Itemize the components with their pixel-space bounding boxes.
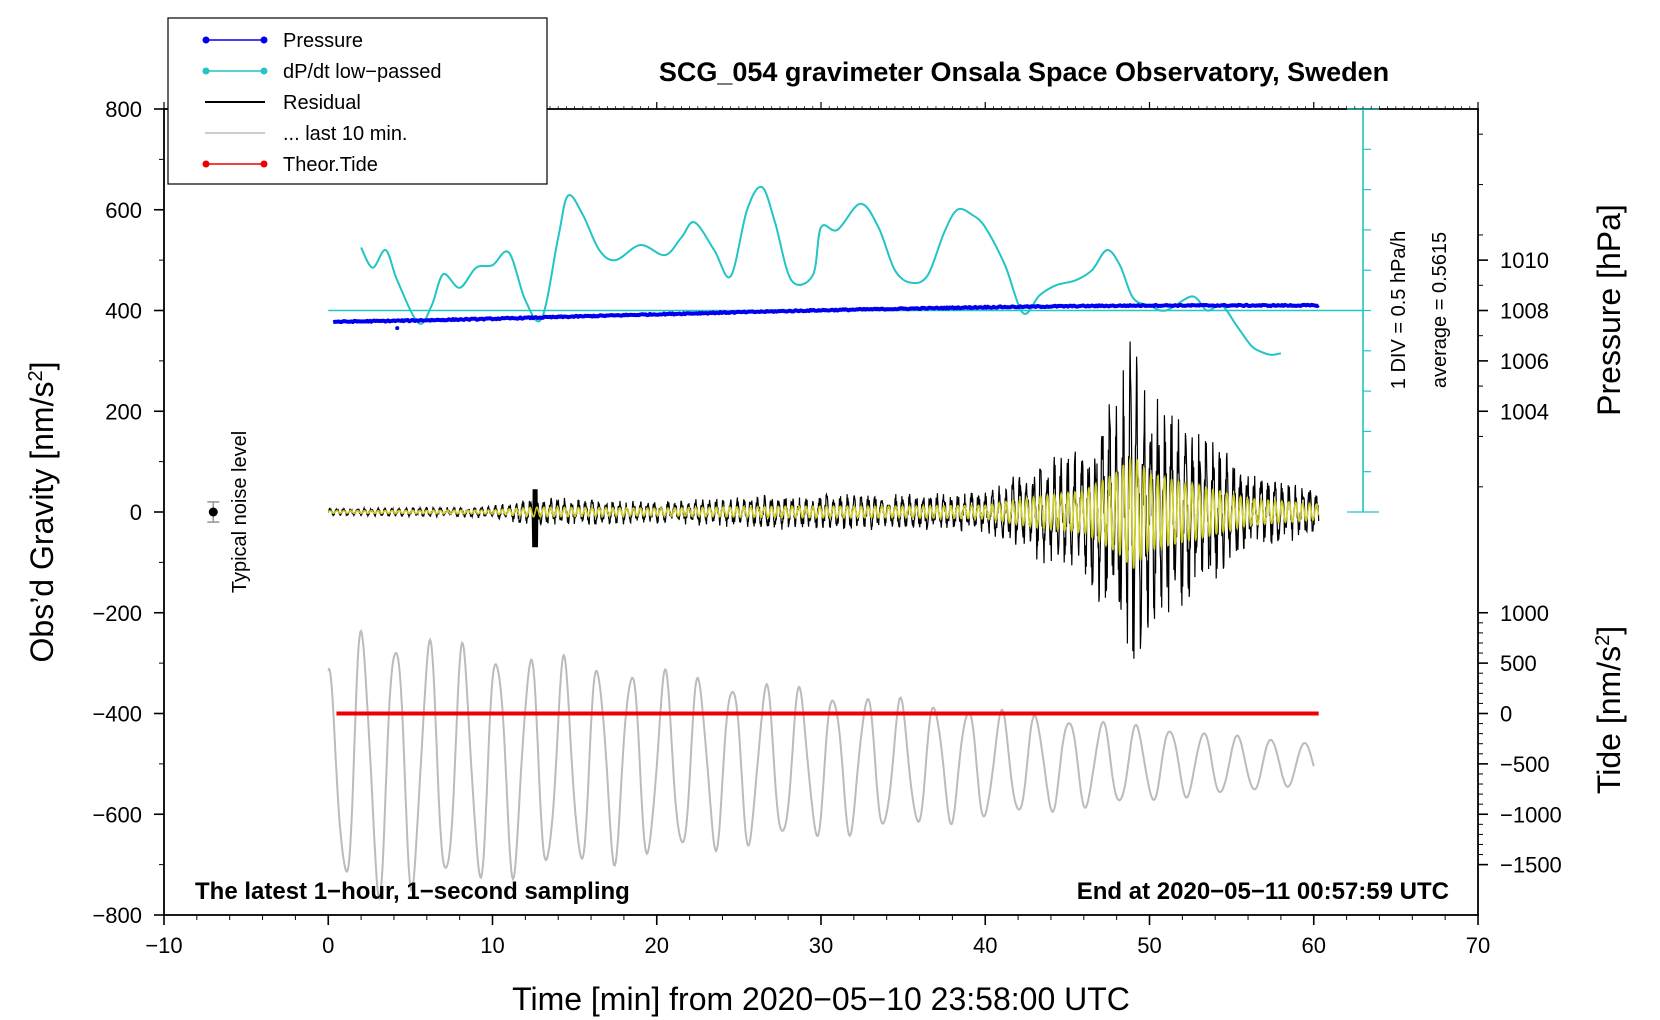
pressure-tick-label: 1004 [1500,399,1549,424]
y-tick-label: −400 [92,702,142,727]
legend: Pressure dP/dt low−passed Residual ... last… [167,17,548,185]
last-10-min-line [327,628,1315,901]
pressure-tick-label: 1006 [1500,349,1549,374]
legend-marker [260,67,268,75]
noise-level-marker [207,501,220,523]
legend-marker [260,160,268,168]
dpdt-scale-bar [1347,108,1380,513]
pressure-tick-label: 1010 [1500,248,1549,273]
x-tick-label: 70 [1466,933,1490,958]
legend-label: Pressure [283,30,363,52]
x-tick-label: 50 [1137,933,1161,958]
y-axis-title-left: Obs’d Gravity [nm/s2] [24,362,60,663]
y-tick-label: −800 [92,903,142,928]
x-axis-title: Time [min] from 2020−05−10 23:58:00 UTC [512,981,1130,1017]
end-time-note: End at 2020−05−11 00:57:59 UTC [1077,878,1449,905]
y-tick-label: −600 [92,802,142,827]
filtered-residual-line [327,457,1320,569]
pressure-line [332,302,1320,325]
dpdt-line [360,185,1282,356]
dpdt-average-label: average = 0.5615 [1429,232,1451,388]
dpdt-scale-label: 1 DIV = 0.5 hPa/h [1388,231,1410,389]
legend-label: Residual [283,92,361,114]
y-tick-label: 800 [105,97,142,122]
filtered-residual-series [327,457,1320,569]
y-tick-label: 400 [105,299,142,324]
x-tick-label: 30 [809,933,833,958]
sampling-note: The latest 1−hour, 1−second sampling [195,878,630,905]
pressure-series [332,302,1320,331]
y-tick-label: 0 [130,500,142,525]
tide-tick-label: 500 [1500,651,1537,676]
tide-tick-label: −500 [1500,752,1550,777]
x-tick-label: 0 [322,933,334,958]
x-axis-ticks: −10 0 10 20 30 40 50 60 70 [145,102,1490,958]
tide-tick-label: 1000 [1500,601,1549,626]
legend-label: dP/dt low−passed [283,61,441,83]
chart-title: SCG_054 gravimeter Onsala Space Observat… [659,57,1389,87]
noise-point [208,507,218,517]
pressure-axis-ticks: 1004 1006 1008 1010 [1478,133,1549,488]
tide-tick-label: −1500 [1500,853,1562,878]
x-tick-label: −10 [145,933,182,958]
x-tick-label: 20 [645,933,669,958]
tide-axis-ticks: −1500 −1000 −500 0 500 1000 [1478,601,1562,878]
tide-tick-label: 0 [1500,702,1512,727]
y-tick-label: 200 [105,399,142,424]
tide-tick-label: −1000 [1500,802,1562,827]
legend-marker [260,36,268,44]
y-axis-ticks: −800 −600 −400 −200 0 200 400 600 800 [92,97,164,928]
legend-marker [202,160,210,168]
y-axis-title-pressure: Pressure [hPa] [1591,204,1627,416]
x-tick-label: 40 [973,933,997,958]
y-axis-title-tide: Tide [nm/s2] [1591,626,1627,794]
legend-label: Theor.Tide [283,154,378,176]
y-tick-label: −200 [92,601,142,626]
legend-marker [202,67,210,75]
x-tick-label: 60 [1302,933,1326,958]
legend-label: ... last 10 min. [283,123,408,145]
last-10-min-series [327,628,1315,901]
dpdt-series [360,185,1282,356]
y-tick-label: 600 [105,198,142,223]
x-tick-label: 10 [480,933,504,958]
noise-level-label: Typical noise level [229,431,251,593]
legend-marker [202,36,210,44]
pressure-outlier [395,326,400,331]
pressure-tick-label: 1008 [1500,299,1549,324]
